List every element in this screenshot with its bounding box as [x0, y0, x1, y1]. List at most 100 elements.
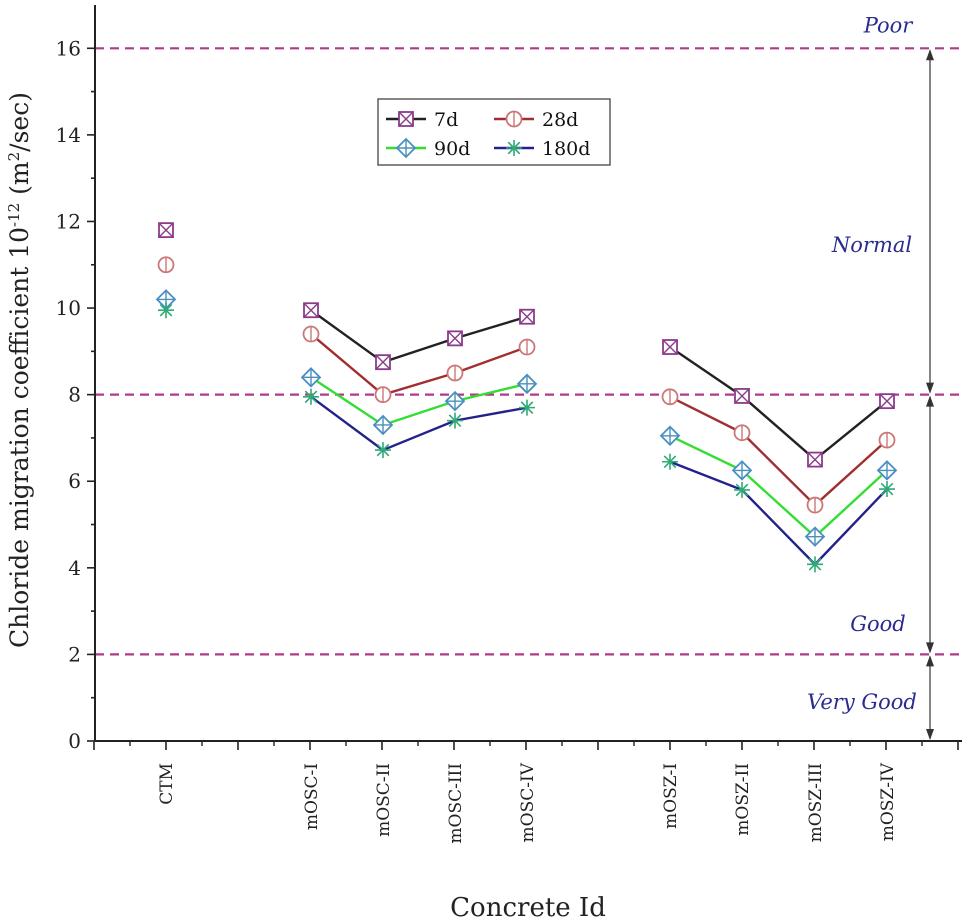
zone-label-good: Good — [850, 612, 906, 636]
point-180d-mOSC-II — [375, 442, 391, 459]
y-axis-title-main: Chloride migration coefficient 10 — [5, 227, 34, 648]
point-180d-mOSC-III — [447, 412, 463, 429]
point-180d-mOSC-I — [303, 388, 319, 405]
point-90d-mOSC-IV — [516, 373, 538, 395]
point-7d-mOSC-II — [375, 354, 391, 371]
y-tick-label: 10 — [56, 296, 81, 320]
arrow-head-up — [926, 49, 934, 61]
series-line-180d — [310, 395, 528, 452]
series-line-7d — [310, 309, 528, 364]
point-90d-mOSZ-I — [659, 425, 681, 447]
series-line-28d — [310, 333, 528, 396]
zone-labels: Poor Normal Good Very Good — [807, 13, 934, 740]
series-90d — [155, 289, 898, 547]
x-tick-label: mOSZ-IV — [878, 762, 898, 841]
series-line-28d — [669, 395, 888, 507]
x-tick-label: mOSZ-I — [661, 763, 681, 829]
y-axis-title: Chloride migration coefficient 10-12 (m2… — [5, 92, 34, 648]
zone-label-poor: Poor — [863, 13, 915, 37]
arrow-head-up — [926, 395, 934, 407]
point-28d-mOSC-III — [446, 364, 464, 382]
legend-label: 90d — [434, 138, 470, 160]
legend-marker — [398, 111, 414, 127]
legend-item-180d: 180d — [494, 138, 590, 160]
y-tick-label: 16 — [56, 36, 81, 60]
point-180d-CTM — [158, 302, 174, 319]
x-tick-label: mOSZ-II — [733, 763, 753, 836]
point-90d-mOSC-II — [372, 414, 394, 436]
y-axis-title-unit-close: /sec) — [5, 92, 34, 152]
point-28d-mOSC-IV — [518, 338, 536, 356]
y-tick-label: 2 — [68, 642, 81, 666]
point-180d-mOSZ-II — [734, 481, 750, 498]
point-28d-mOSZ-II — [733, 424, 751, 442]
legend-label: 180d — [542, 138, 590, 160]
zone-label-very-good: Very Good — [807, 690, 917, 714]
legend-item-7d: 7d — [386, 109, 458, 131]
series-line-7d — [669, 346, 888, 462]
x-axis-title: Concrete Id — [450, 893, 606, 921]
x-tick-label: mOSC-III — [446, 763, 466, 844]
point-7d-mOSZ-IV — [879, 393, 895, 410]
point-7d-mOSC-IV — [519, 308, 535, 325]
point-28d-mOSZ-IV — [878, 431, 896, 449]
x-tick-label: mOSZ-III — [806, 763, 826, 842]
y-axis-title-exp: -12 — [5, 203, 23, 227]
point-180d-mOSC-IV — [519, 399, 535, 416]
y-tick-label: 0 — [68, 729, 81, 753]
legend-item-28d: 28d — [494, 109, 578, 131]
y-tick-label: 4 — [68, 556, 81, 580]
legend-label: 7d — [434, 109, 458, 131]
series-28d — [157, 256, 896, 514]
series-line-180d — [669, 460, 888, 567]
series-line-90d — [669, 434, 888, 539]
point-180d-mOSZ-IV — [879, 481, 895, 498]
arrow-head-down — [926, 729, 934, 740]
y-axis-title-unit-sup: 2 — [5, 152, 23, 162]
threshold-lines — [95, 47, 962, 656]
y-tick-label: 14 — [56, 123, 81, 147]
arrow-head-down — [926, 382, 934, 394]
point-7d-mOSC-I — [303, 302, 319, 319]
series-line-90d — [310, 376, 528, 427]
legend-marker — [506, 140, 522, 156]
series-7d — [158, 222, 895, 468]
arrow-head-up — [926, 655, 934, 667]
point-28d-mOSC-II — [374, 386, 392, 404]
point-90d-mOSC-III — [444, 390, 466, 412]
point-28d-CTM — [157, 256, 175, 274]
arrow-head-down — [926, 642, 934, 654]
legend-marker — [505, 110, 523, 128]
x-tick-label: mOSC-IV — [518, 762, 538, 842]
point-7d-mOSZ-II — [734, 388, 750, 404]
point-7d-mOSZ-I — [662, 339, 678, 355]
y-tick-label: 8 — [68, 383, 81, 407]
point-90d-mOSC-I — [300, 367, 322, 388]
series-180d — [158, 302, 895, 573]
legend-item-90d: 90d — [386, 137, 470, 160]
point-7d-CTM — [158, 222, 174, 239]
point-90d-mOSZ-II — [731, 460, 753, 481]
x-tick-label: mOSC-II — [374, 763, 394, 837]
point-28d-mOSZ-I — [661, 388, 679, 406]
point-180d-mOSZ-III — [807, 556, 823, 573]
x-tick-label: CTM — [157, 763, 177, 805]
x-tick-label: mOSC-I — [302, 763, 322, 830]
y-tick-label: 12 — [56, 209, 81, 233]
zone-label-normal: Normal — [831, 233, 912, 257]
point-180d-mOSZ-I — [662, 453, 678, 470]
axes: 0 2 4 6 8 10 12 14 16 CTM mOSC-I mOSC-II mOSC-III mOS… — [56, 5, 962, 844]
point-28d-mOSC-I — [302, 325, 320, 343]
series-layer — [155, 222, 898, 573]
legend-label: 28d — [542, 109, 578, 131]
legend-box — [377, 98, 611, 166]
legend: 7d 28d 90d 180d — [377, 98, 611, 166]
point-7d-mOSZ-III — [807, 451, 823, 468]
y-tick-label: 6 — [68, 469, 81, 493]
point-28d-mOSZ-III — [806, 496, 824, 514]
legend-marker — [395, 137, 417, 159]
point-7d-mOSC-III — [447, 330, 463, 347]
point-90d-mOSZ-IV — [876, 460, 898, 481]
point-90d-mOSZ-III — [804, 526, 826, 547]
